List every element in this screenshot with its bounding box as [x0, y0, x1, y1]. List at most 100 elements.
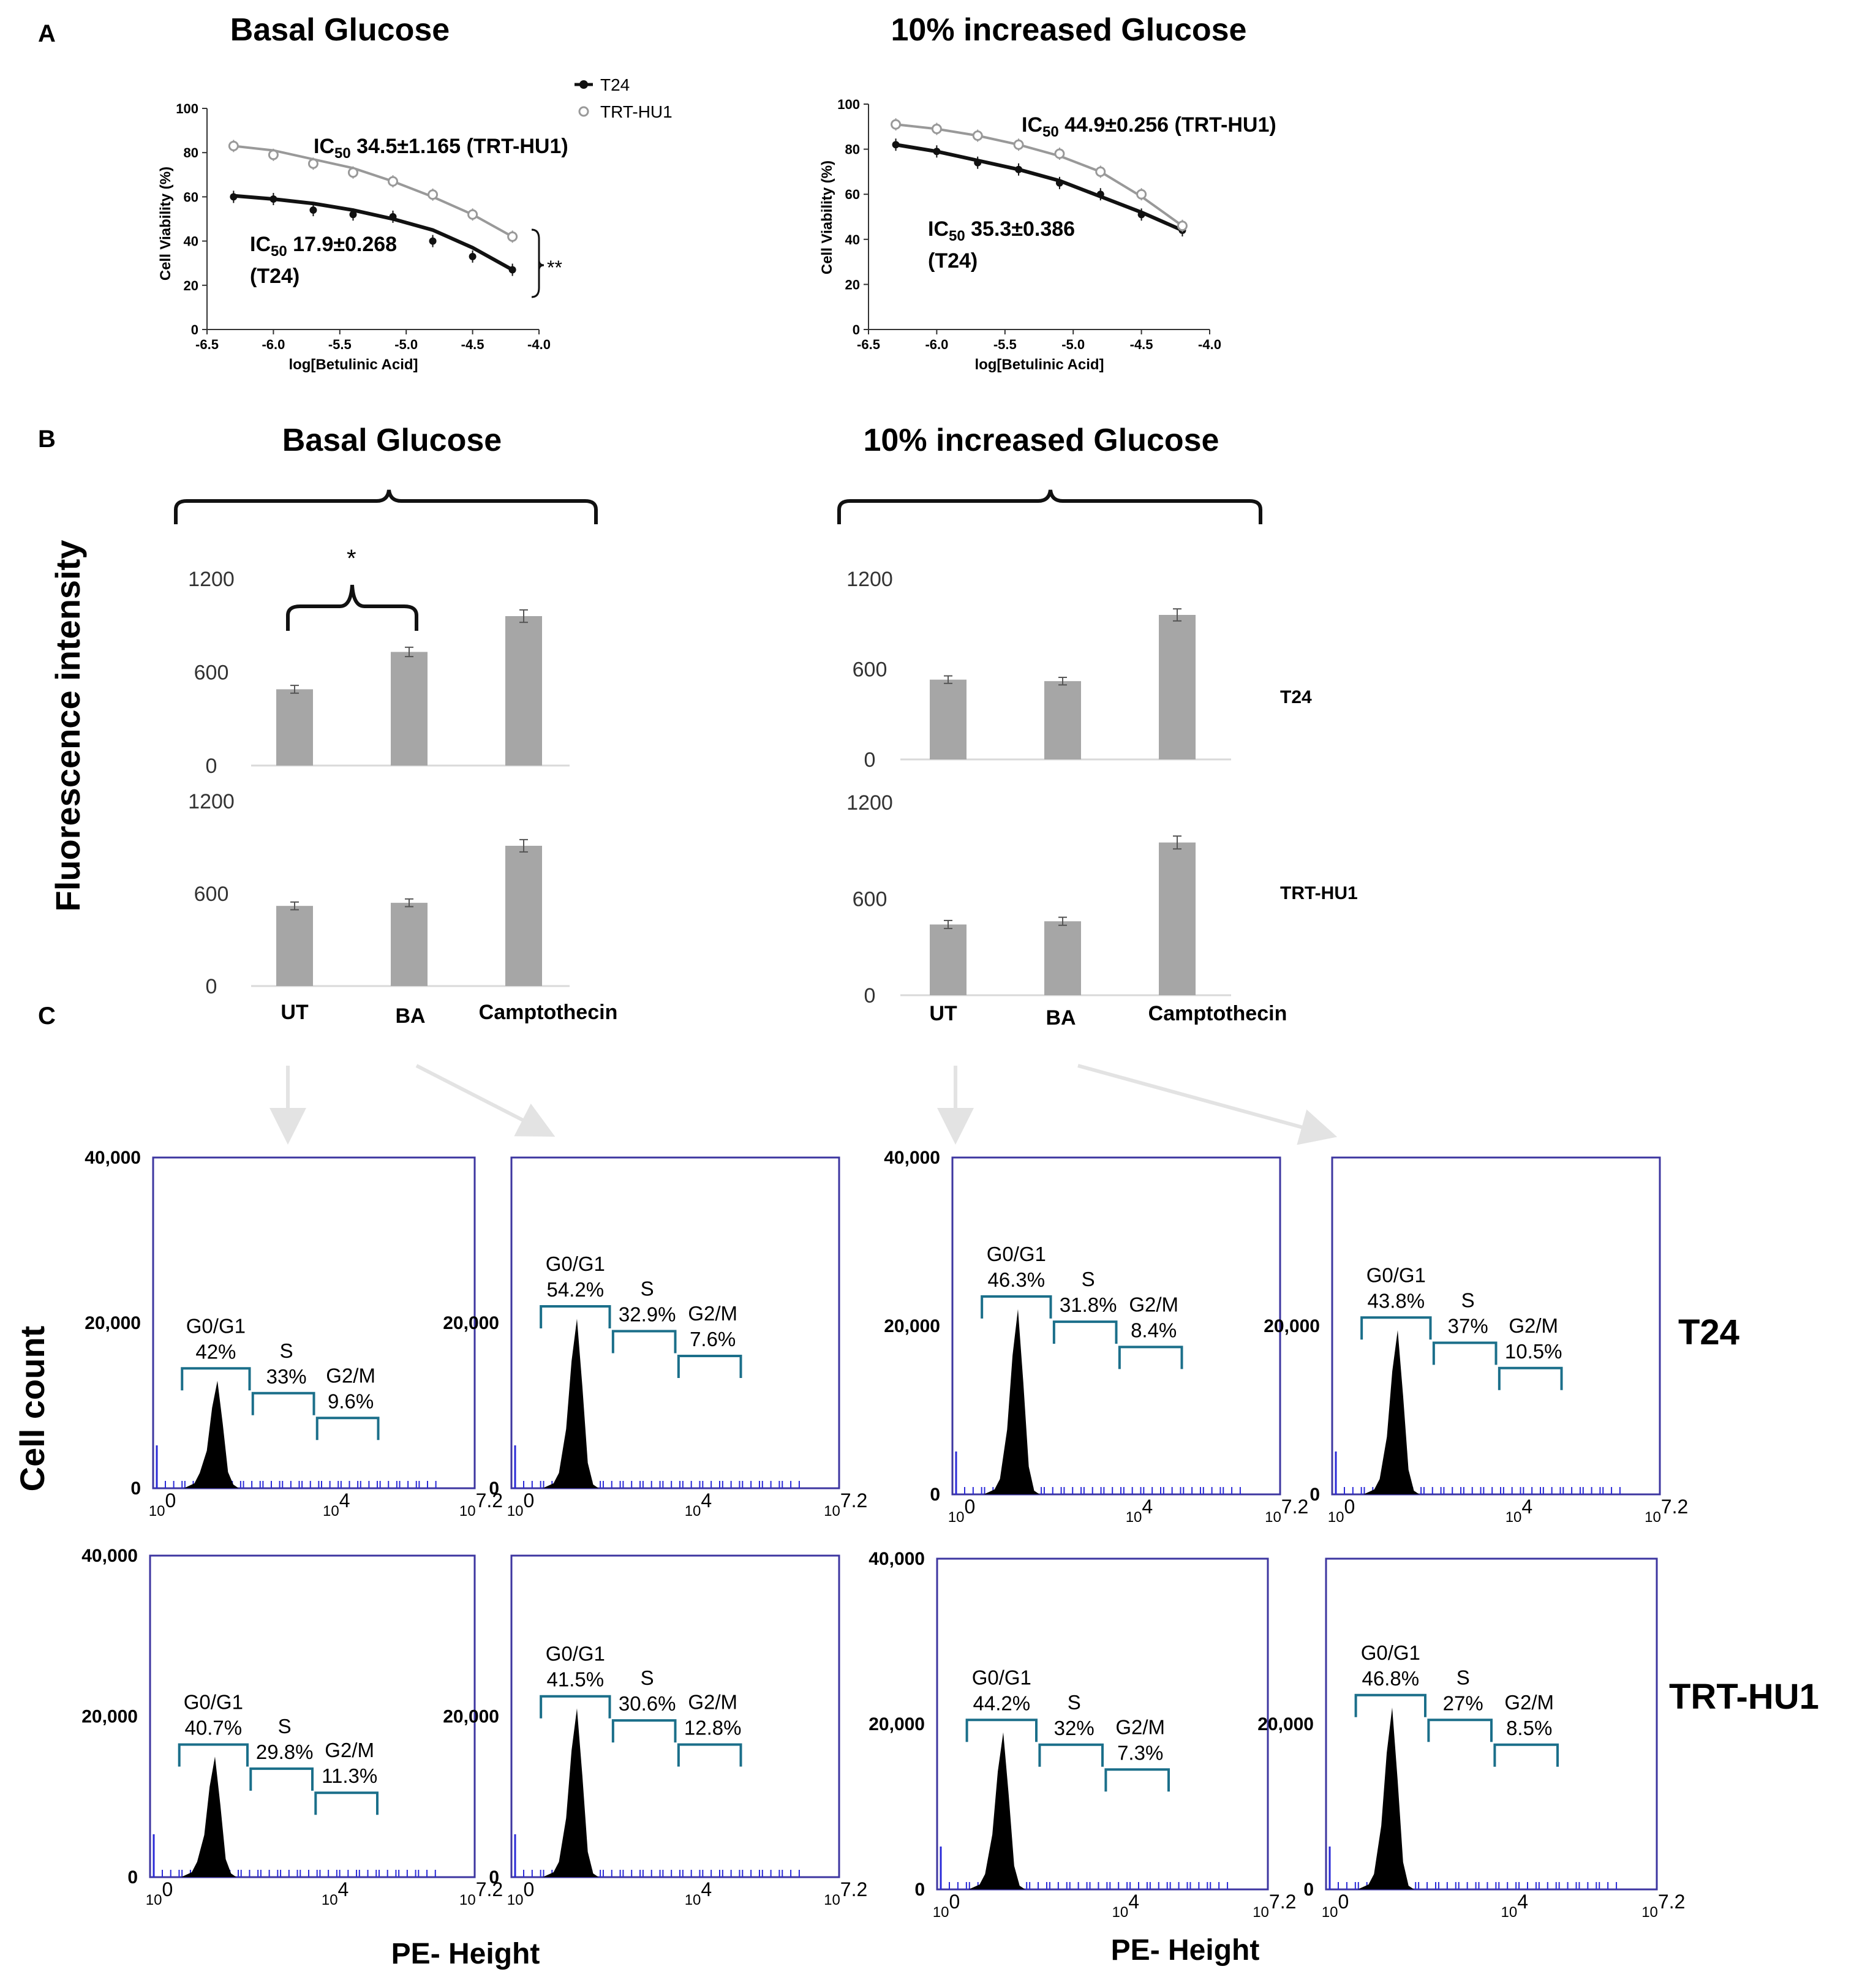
gate-percent: 7.6%	[690, 1328, 736, 1350]
x-tick-label: -4.0	[1198, 337, 1221, 352]
point-t24	[1096, 190, 1104, 198]
point-trt	[507, 231, 518, 242]
y-tick-label: 80	[845, 142, 860, 157]
x-tick-label: -6.0	[925, 337, 948, 352]
b-row-label-t24: T24	[1280, 687, 1312, 707]
point-trt	[268, 149, 279, 160]
gate-name: G0/G1	[987, 1243, 1046, 1265]
legend-t24-label: T24	[600, 75, 630, 94]
gate-name: G2/M	[688, 1302, 737, 1325]
histogram-peak	[968, 1732, 1025, 1889]
x-tick-label: 104	[323, 1489, 350, 1519]
x-tick-label: 104	[1112, 1891, 1140, 1921]
bar	[1044, 681, 1081, 759]
gate-bracket	[611, 1330, 677, 1354]
gate-bracket	[611, 1719, 677, 1743]
gate-percent: 27%	[1443, 1692, 1483, 1714]
gate-name: S	[1461, 1289, 1475, 1312]
x-tick-label: 100	[507, 1489, 535, 1519]
gate-name: G0/G1	[546, 1252, 605, 1275]
y-tick-label: 40,000	[81, 1546, 138, 1566]
x-tick-label: -5.5	[993, 337, 1017, 352]
brace-b-basal	[174, 489, 598, 524]
gate-name: G0/G1	[1366, 1263, 1426, 1286]
point-trt	[1013, 139, 1024, 150]
gate-percent: 46.3%	[988, 1268, 1046, 1291]
a-basal-ylabel: Cell Viability (%)	[157, 167, 174, 281]
a-high-ylabel: Cell Viability (%)	[819, 160, 835, 274]
x-tick-label: 107.2	[459, 1489, 503, 1519]
y-tick-label: 40,000	[884, 1148, 940, 1168]
b-row-label-trt: TRT-HU1	[1280, 883, 1358, 903]
fit-line-trt	[233, 145, 513, 238]
gate-name: G2/M	[1504, 1691, 1554, 1714]
gate-bracket	[1104, 1768, 1170, 1792]
gate-percent: 41.5%	[547, 1668, 605, 1691]
point-trt	[347, 167, 358, 178]
point-t24	[429, 237, 437, 245]
point-t24	[389, 213, 397, 220]
y-tick-label: 60	[845, 187, 860, 202]
chart-a-basal: 0 20 40 60 80 100 -6.5 -6.0 -5.5 -5.0 -4.5 -4.0 Cel…	[157, 101, 568, 373]
x-tick-label: 107.2	[1265, 1496, 1308, 1526]
title-a-basal: Basal Glucose	[230, 12, 450, 48]
y-tick-label: 0	[130, 1478, 141, 1499]
b-high-cat-ba: BA	[1046, 1006, 1076, 1030]
x-tick-label: 104	[1505, 1496, 1533, 1526]
c-row-label-trt: TRT-HU1	[1669, 1677, 1819, 1717]
bar	[505, 845, 542, 986]
x-tick-label: -4.5	[1130, 337, 1153, 352]
chart-b-basal-t24: 0 600 1200	[188, 568, 570, 778]
y-tick-label: 1200	[188, 568, 235, 591]
x-tick-label: 104	[1501, 1891, 1529, 1921]
point-trt	[467, 209, 478, 220]
y-tick-label: 20,000	[1257, 1714, 1314, 1734]
b-high-cat-campto: Camptothecin	[1148, 1002, 1287, 1025]
bar	[276, 906, 313, 986]
gate-percent: 12.8%	[684, 1716, 742, 1739]
title-b-high: 10% increased Glucose	[864, 423, 1219, 458]
y-tick-label: 20,000	[81, 1707, 138, 1727]
x-tick-label: 104	[685, 1489, 712, 1519]
point-t24	[1055, 179, 1063, 187]
panel-letter-b: B	[38, 426, 56, 453]
gate-name: G0/G1	[186, 1314, 246, 1337]
gate-name: S	[641, 1278, 654, 1300]
title-a-high: 10% increased Glucose	[891, 12, 1247, 48]
y-tick-label: 600	[194, 661, 229, 685]
c-ylabel: Cell count	[13, 1326, 51, 1492]
gate-percent: 9.6%	[328, 1390, 374, 1412]
y-tick-label: 600	[194, 883, 229, 906]
y-tick-label: 600	[853, 658, 887, 682]
title-b-basal: Basal Glucose	[282, 423, 502, 458]
gate-percent: 54.2%	[547, 1278, 605, 1301]
bar	[276, 689, 313, 766]
gate-percent: 46.8%	[1362, 1667, 1420, 1690]
y-tick-label: 20,000	[85, 1313, 141, 1333]
chart-a-high: 0 20 40 60 80 100 -6.5 -6.0 -5.5 -5.0 -4.5 -4.0 Cel…	[819, 97, 1276, 373]
c-xlabel-right: PE- Height	[1111, 1934, 1260, 1967]
flow-panel-r1-c4: 0 20,000 100 104 107.2 G0/G1 43.8% S 37% G2/M 10.5…	[1264, 1156, 1688, 1526]
y-tick-label: 20	[845, 277, 860, 292]
gate-name: G2/M	[326, 1364, 375, 1387]
gate-percent: 30.6%	[619, 1692, 676, 1715]
gate-bracket	[1427, 1719, 1493, 1742]
gate-bracket	[251, 1391, 315, 1415]
point-trt	[428, 189, 439, 200]
gate-name: G2/M	[1115, 1715, 1165, 1738]
gate-name: G0/G1	[546, 1643, 605, 1665]
y-tick-label: 0	[864, 984, 876, 1007]
gate-name: S	[278, 1715, 292, 1738]
gate-bracket	[315, 1417, 380, 1440]
gate-name: S	[641, 1666, 654, 1689]
y-tick-label: 0	[489, 1478, 499, 1499]
bar	[505, 616, 542, 766]
y-tick-label: 1200	[846, 568, 893, 591]
histogram-peak	[1363, 1330, 1420, 1494]
x-tick-label: 100	[948, 1496, 976, 1526]
point-t24	[1015, 165, 1023, 173]
y-tick-label: 0	[1309, 1485, 1320, 1505]
gate-bracket	[540, 1305, 611, 1328]
gate-bracket	[314, 1791, 379, 1815]
a-basal-ic50-t24-line2: (T24)	[250, 265, 300, 288]
